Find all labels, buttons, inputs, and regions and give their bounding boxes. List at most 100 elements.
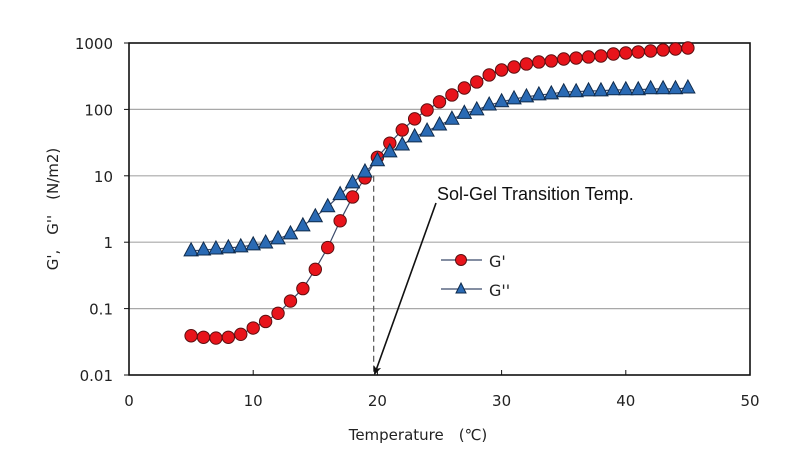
x-tick-label: 0 <box>124 392 134 410</box>
data-point <box>594 49 608 63</box>
y-axis-title: G', G'' (N/m2) <box>44 148 62 271</box>
data-point <box>196 330 211 344</box>
data-point <box>445 88 459 102</box>
legend-marker <box>455 281 467 294</box>
data-point <box>668 42 683 56</box>
data-point <box>532 55 546 69</box>
data-point <box>420 103 434 117</box>
data-point <box>220 238 237 254</box>
data-point <box>581 50 596 64</box>
data-point <box>406 127 423 143</box>
x-tick-label: 10 <box>244 392 263 410</box>
data-point <box>232 237 249 253</box>
data-point <box>606 47 621 61</box>
data-point <box>319 197 336 213</box>
data-point <box>680 78 696 94</box>
data-point <box>494 63 509 77</box>
data-point <box>208 239 224 255</box>
y-tick-label: 0.01 <box>80 367 113 385</box>
data-point <box>681 41 695 55</box>
annotation-text: Sol-Gel Transition Temp. <box>437 184 634 204</box>
x-tick-label: 40 <box>616 392 635 410</box>
data-point <box>321 240 335 255</box>
data-point <box>308 262 322 277</box>
x-tick-label: 30 <box>492 392 511 410</box>
y-tick-label: 0.1 <box>89 301 113 319</box>
data-point <box>257 233 274 249</box>
series-g-prime <box>184 41 695 345</box>
legend-label: G'' <box>489 281 510 300</box>
data-point <box>333 214 347 228</box>
legend-item: G' <box>441 252 506 271</box>
x-axis-title: Temperature (℃) <box>348 426 488 444</box>
data-point <box>344 173 361 189</box>
data-point <box>519 57 534 71</box>
data-point <box>246 321 260 335</box>
x-tick-label: 50 <box>740 392 759 410</box>
data-point <box>593 81 609 97</box>
data-point <box>557 52 571 66</box>
data-point <box>282 224 299 240</box>
data-series <box>183 41 696 345</box>
data-point <box>332 185 348 201</box>
y-tick-label: 1 <box>103 234 113 252</box>
data-point <box>296 281 310 296</box>
x-tick-label: 20 <box>368 392 387 410</box>
data-point <box>209 331 223 345</box>
series-g-double-prime <box>183 78 696 257</box>
data-point <box>395 123 409 137</box>
legend-marker <box>455 254 467 266</box>
legend: G' G'' <box>441 252 510 300</box>
data-point <box>283 294 298 308</box>
data-point <box>457 81 472 95</box>
data-point <box>419 122 435 137</box>
data-point <box>345 190 360 204</box>
data-point <box>234 327 248 342</box>
data-point <box>307 207 324 223</box>
annotation: Sol-Gel Transition Temp. <box>373 175 634 375</box>
data-point <box>221 330 236 344</box>
data-point <box>580 81 597 97</box>
data-point <box>481 96 498 111</box>
data-point <box>394 135 411 151</box>
y-tick-label: 100 <box>84 101 113 119</box>
gridlines <box>129 108 750 310</box>
data-point <box>245 235 262 251</box>
data-point <box>655 79 671 95</box>
data-point <box>444 110 460 125</box>
data-point <box>270 229 286 245</box>
legend-item: G'' <box>441 281 510 300</box>
data-point <box>381 142 398 158</box>
data-point <box>617 80 634 96</box>
data-point <box>531 85 547 101</box>
data-point <box>544 54 558 68</box>
annotation-arrow <box>373 202 437 375</box>
data-point <box>271 306 285 320</box>
data-point <box>482 68 496 82</box>
data-point <box>518 87 535 103</box>
data-point <box>642 79 659 95</box>
data-point <box>619 46 633 60</box>
data-point <box>605 80 622 96</box>
data-point <box>506 89 522 105</box>
data-point <box>555 82 572 98</box>
data-point <box>507 60 521 74</box>
data-point <box>431 115 448 131</box>
data-point <box>493 92 510 108</box>
data-point <box>569 51 583 65</box>
data-point <box>656 43 670 57</box>
data-point <box>432 95 447 109</box>
series-line <box>191 87 688 252</box>
y-tick-label: 10 <box>94 168 113 186</box>
data-point <box>630 80 647 96</box>
data-point <box>568 82 584 98</box>
data-point <box>468 100 485 116</box>
data-point <box>295 216 311 232</box>
y-axis-ticks: 0.01 0.1 1 10 100 1000 <box>75 35 129 385</box>
y-tick-label: 1000 <box>75 35 113 53</box>
data-point <box>643 44 658 58</box>
data-point <box>369 151 386 167</box>
data-point <box>357 162 373 178</box>
legend-label: G' <box>489 252 506 271</box>
